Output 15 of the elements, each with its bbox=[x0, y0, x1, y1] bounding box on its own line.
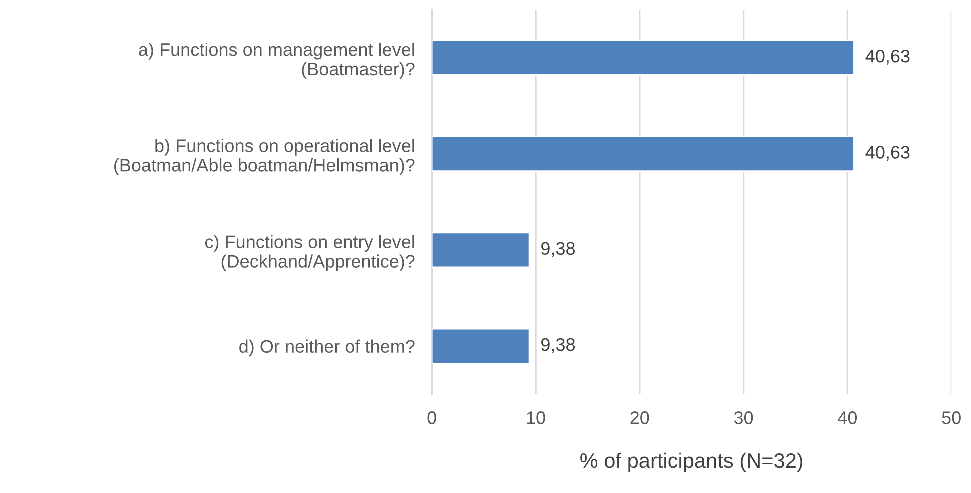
x-tick-label: 10 bbox=[527, 412, 546, 424]
y-tick-label: d) Or neither of them? bbox=[240, 340, 415, 357]
data-label: 9,38 bbox=[542, 338, 576, 354]
y-tick-label: c) Functions on entry level (Deckhand/Apprentice)? bbox=[205, 235, 415, 272]
x-axis-title: % of participants (N=32) bbox=[580, 452, 803, 472]
data-label: 40,63 bbox=[866, 50, 910, 65]
y-tick-label: a) Functions on management level (Boatmaster)? bbox=[139, 42, 415, 80]
x-tick-label: 50 bbox=[942, 412, 961, 424]
x-tick-label: 40 bbox=[838, 412, 858, 424]
x-tick-label: 0 bbox=[428, 412, 436, 424]
x-tick-label: 20 bbox=[630, 412, 650, 424]
data-label: 40,63 bbox=[866, 146, 910, 162]
x-tick-label: 30 bbox=[734, 412, 754, 424]
y-tick-label: b) Functions on operational level (Boatman/Able boatman/Helmsman)? bbox=[114, 139, 415, 176]
data-label: 9,38 bbox=[542, 242, 576, 258]
